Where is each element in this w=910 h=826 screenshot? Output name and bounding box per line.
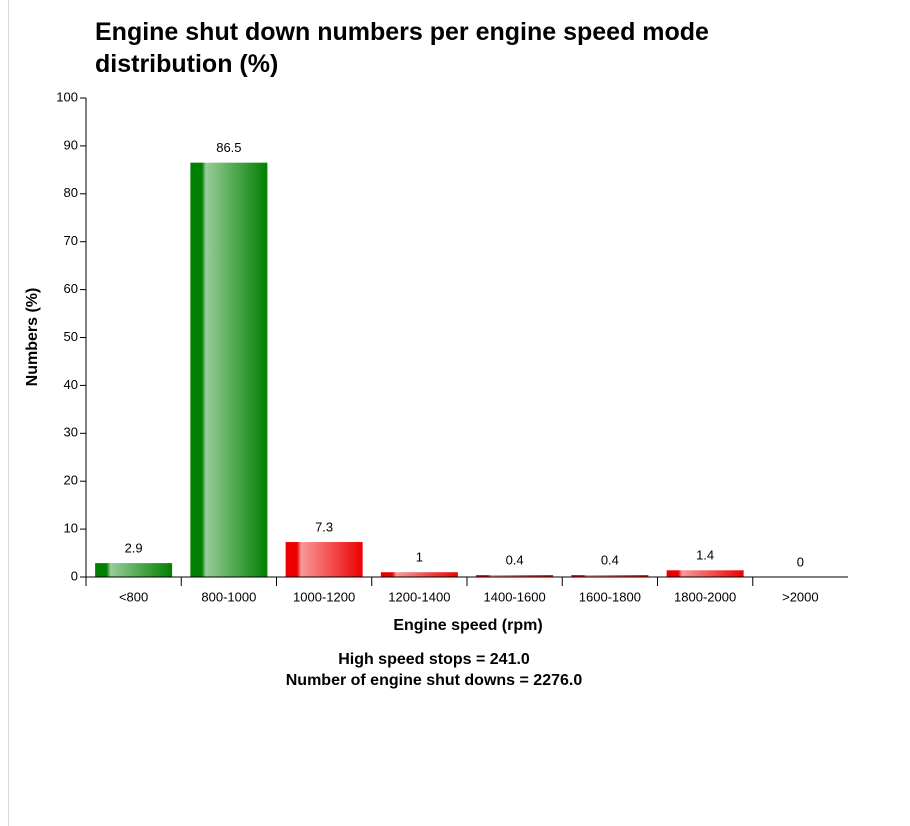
value-label: 0 (797, 554, 804, 569)
y-tick-label: 30 (64, 425, 78, 440)
x-tick-label: <800 (119, 589, 148, 604)
chart-title: Engine shut down numbers per engine spee… (95, 18, 709, 78)
value-label: 2.9 (125, 541, 143, 556)
annotation: High speed stops = 241.0 (338, 651, 530, 668)
annotation: Number of engine shut downs = 2276.0 (286, 672, 583, 689)
x-tick-label: 1200-1400 (388, 589, 450, 604)
y-tick-label: 70 (64, 233, 78, 248)
x-tick-label: >2000 (782, 589, 819, 604)
value-label: 86.5 (216, 140, 241, 155)
y-tick-label: 60 (64, 281, 78, 296)
x-tick-label: 800-1000 (201, 589, 256, 604)
bar (285, 542, 363, 577)
y-tick-label: 100 (56, 89, 78, 104)
value-label: 1 (416, 550, 423, 565)
bar (380, 572, 458, 577)
x-axis-label: Engine speed (rpm) (393, 617, 542, 634)
bar (95, 563, 173, 577)
x-tick-label: 1000-1200 (293, 589, 355, 604)
value-label: 7.3 (315, 519, 333, 534)
y-tick-label: 90 (64, 137, 78, 152)
x-tick-label: 1400-1600 (484, 589, 546, 604)
y-tick-label: 10 (64, 521, 78, 536)
bar (571, 575, 649, 577)
value-label: 1.4 (696, 548, 714, 563)
y-tick-label: 50 (64, 329, 78, 344)
y-tick-label: 20 (64, 473, 78, 488)
y-axis-label: Numbers (%) (24, 288, 41, 387)
bar (476, 575, 554, 577)
y-tick-label: 80 (64, 185, 78, 200)
y-tick-label: 0 (71, 568, 78, 583)
bar (666, 570, 744, 577)
bar (190, 162, 268, 578)
y-tick-label: 40 (64, 377, 78, 392)
value-label: 0.4 (601, 553, 619, 568)
x-tick-label: 1800-2000 (674, 589, 736, 604)
value-label: 0.4 (506, 553, 524, 568)
x-tick-label: 1600-1800 (579, 589, 641, 604)
